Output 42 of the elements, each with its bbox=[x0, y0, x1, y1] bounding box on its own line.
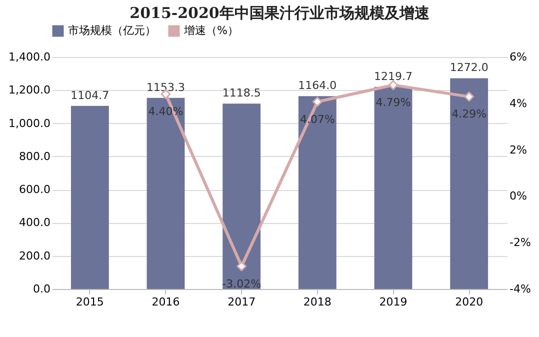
y-tick-label: 1,400.0 bbox=[8, 50, 50, 64]
y2-tick-label: -4% bbox=[510, 282, 531, 296]
bar bbox=[146, 98, 185, 289]
x-tick-label: 2020 bbox=[455, 296, 484, 308]
bar bbox=[450, 78, 488, 289]
data-label: 1104.7 bbox=[70, 88, 110, 102]
y2-tick-label: -2% bbox=[510, 236, 531, 250]
data-label: 1219.7 bbox=[374, 70, 412, 83]
point bbox=[388, 80, 398, 90]
y2-tick-label: 2% bbox=[510, 143, 527, 156]
point bbox=[464, 92, 474, 102]
data-label: 1272.0 bbox=[450, 61, 488, 74]
point bbox=[236, 261, 247, 272]
data-label: 1153.3 bbox=[146, 80, 185, 94]
x-tick-label: 2019 bbox=[379, 296, 408, 308]
bar bbox=[70, 106, 109, 289]
x-tick-label: 2016 bbox=[152, 296, 180, 308]
bar bbox=[298, 96, 336, 289]
data-label: 4.29% bbox=[452, 108, 487, 121]
x-tick-label: 2015 bbox=[76, 296, 104, 308]
y-tick-label: 0.0 bbox=[33, 282, 50, 296]
data-label: -3.02% bbox=[222, 277, 262, 290]
bar bbox=[374, 86, 412, 289]
x-tick-label: 2017 bbox=[228, 296, 256, 308]
y-tick-label: 1,000.0 bbox=[8, 116, 50, 130]
y2-tick-label: 4% bbox=[510, 96, 527, 110]
bar bbox=[222, 104, 261, 289]
y-tick-label: 400.0 bbox=[19, 216, 50, 230]
chart-title: 2015-2020年中国果汁行业市场规模及增速 bbox=[130, 4, 430, 22]
y-tick-label: 800.0 bbox=[19, 150, 50, 163]
data-label: 1164.0 bbox=[298, 79, 337, 92]
y-tick-label: 600.0 bbox=[19, 183, 50, 196]
y2-tick-label: 0% bbox=[510, 190, 527, 203]
legend-label: 增速（%） bbox=[183, 24, 238, 37]
y-tick-label: 200.0 bbox=[19, 249, 50, 262]
legend-label: 市场规模（亿元） bbox=[68, 24, 156, 37]
x-tick-label: 2018 bbox=[303, 296, 332, 308]
y-tick-label: 1,200.0 bbox=[8, 84, 50, 97]
y2-tick-label: 6% bbox=[510, 50, 527, 64]
data-label: 4.79% bbox=[376, 96, 411, 110]
point bbox=[312, 96, 322, 107]
data-label: 1118.5 bbox=[222, 86, 261, 100]
